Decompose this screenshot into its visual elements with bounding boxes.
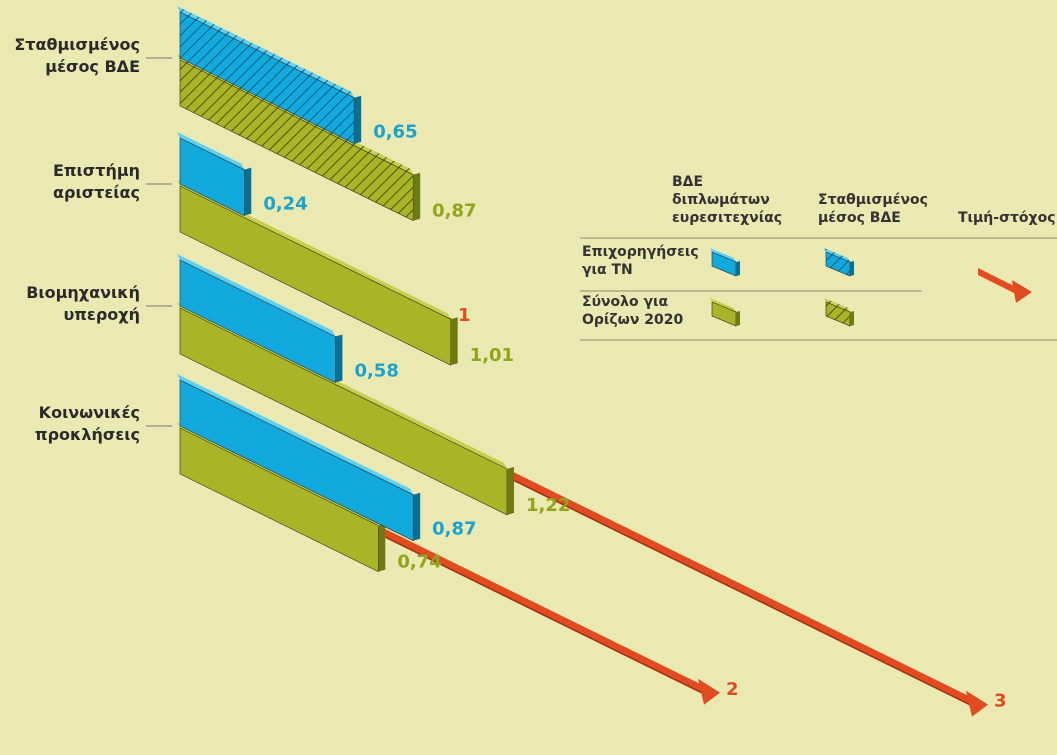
target-arrow-head xyxy=(698,678,720,705)
legend-row-label: Επιχορηγήσεις για ΤΝ xyxy=(582,244,699,278)
bar-blue-top xyxy=(177,374,414,495)
legend-swatch-green-hatched-end xyxy=(850,311,854,326)
bar-blue-top xyxy=(177,132,245,170)
legend: ΒΔΕ διπλωμάτων ευρεσιτεχνίας Σταθμισμένος μέ… xyxy=(580,174,1057,341)
data-label-green: 0,74 xyxy=(397,552,441,573)
bar-blue-end xyxy=(244,167,252,216)
bar-blue-top xyxy=(177,254,336,337)
legend-swatch-green-hatched xyxy=(824,298,854,327)
data-label-green: 0,87 xyxy=(432,201,476,222)
bar-blue xyxy=(177,132,252,217)
legend-column-header: ΒΔΕ διπλωμάτων ευρεσιτεχνίας xyxy=(672,174,782,226)
data-label-blue: 0,24 xyxy=(263,194,307,215)
bar-blue-top xyxy=(177,6,355,98)
labels-layer: 1 3 2 0,65 0,87 Σταθμισμένος μέσος ΒΔΕ 0,24 1,01… xyxy=(14,35,1006,712)
legend-swatch-green-hatched-top xyxy=(824,298,850,312)
legend-swatch-blue-hatched xyxy=(824,248,854,277)
category-label-line: Βιομηχανική xyxy=(26,283,140,302)
legend-swatch-blue-end xyxy=(736,261,740,276)
bar-green-end xyxy=(507,466,514,515)
legend-column-header: Σταθμισμένος μέσος ΒΔΕ xyxy=(818,192,928,226)
legend-swatch-blue-top xyxy=(710,248,736,262)
legend-header-line: ΒΔΕ xyxy=(672,174,703,190)
bar-blue xyxy=(177,374,421,542)
data-label-blue: 0,65 xyxy=(373,122,417,143)
category-label: Κοινωνικές προκλήσεις xyxy=(35,403,140,444)
legend-swatch-green-top xyxy=(710,298,736,312)
legend-row-line: για ΤΝ xyxy=(582,262,633,278)
bar-blue-end xyxy=(354,95,362,144)
bar-blue-end xyxy=(335,334,343,383)
bar-green-end xyxy=(378,523,386,572)
category-label-line: υπεροχή xyxy=(63,305,140,324)
category-label: Σταθμισμένος μέσος ΒΔΕ xyxy=(14,35,140,76)
category-label: Βιομηχανική υπεροχή xyxy=(26,283,140,324)
legend-header-line: μέσος ΒΔΕ xyxy=(818,210,901,226)
legend-column-header: Τιμή-στόχος xyxy=(958,210,1056,226)
bars-layer xyxy=(177,6,514,573)
legend-swatch-green xyxy=(710,298,740,327)
legend-target-arrow xyxy=(978,268,1032,303)
target-value-label: 2 xyxy=(726,679,739,700)
legend-swatch-blue-hatched-top xyxy=(824,248,850,262)
legend-swatch-green-end xyxy=(736,311,740,326)
legend-header-line: ευρεσιτεχνίας xyxy=(672,210,782,226)
category-label-line: προκλήσεις xyxy=(35,425,140,444)
bar-blue-end xyxy=(413,492,421,541)
legend-swatch-blue-hatched-end xyxy=(850,261,854,276)
legend-row-line: Ορίζων 2020 xyxy=(582,312,683,328)
category-label-line: Σταθμισμένος xyxy=(14,35,140,54)
target-value-label: 3 xyxy=(994,691,1007,712)
data-label-green: 1,22 xyxy=(526,495,570,516)
target-arrow-head xyxy=(966,690,988,717)
target-value-label: 1 xyxy=(458,305,471,326)
bar-blue xyxy=(177,6,362,145)
legend-row-line: Επιχορηγήσεις xyxy=(582,244,699,260)
legend-header-line: Τιμή-στόχος xyxy=(958,210,1056,226)
category-label-line: Κοινωνικές xyxy=(39,403,140,422)
bar-green-end xyxy=(413,172,421,221)
legend-target-head xyxy=(1012,280,1032,303)
legend-row-line: Σύνολο για xyxy=(582,294,669,310)
data-label-blue: 0,58 xyxy=(354,360,398,381)
legend-header-line: Σταθμισμένος xyxy=(818,192,928,208)
data-label-blue: 0,87 xyxy=(432,519,476,540)
legend-swatch-blue xyxy=(710,248,740,277)
bar-blue xyxy=(177,254,343,383)
category-label: Επιστήμη αριστείας xyxy=(53,161,140,202)
category-label-line: αριστείας xyxy=(53,183,140,202)
legend-target-shaft xyxy=(978,268,1018,295)
legend-header-line: διπλωμάτων xyxy=(672,192,770,208)
legend-row-label: Σύνολο για Ορίζων 2020 xyxy=(582,294,683,328)
category-label-line: μέσος ΒΔΕ xyxy=(45,57,140,76)
data-label-green: 1,01 xyxy=(470,345,514,366)
category-label-line: Επιστήμη xyxy=(53,161,140,180)
bar-green-end xyxy=(450,317,458,366)
